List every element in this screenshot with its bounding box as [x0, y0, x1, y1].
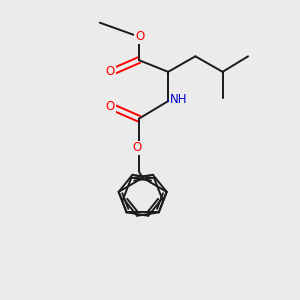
Text: NH: NH [169, 93, 187, 106]
Text: O: O [133, 142, 142, 154]
Text: O: O [106, 100, 115, 112]
Text: O: O [136, 30, 145, 43]
Text: O: O [134, 30, 143, 43]
Text: O: O [106, 65, 115, 78]
